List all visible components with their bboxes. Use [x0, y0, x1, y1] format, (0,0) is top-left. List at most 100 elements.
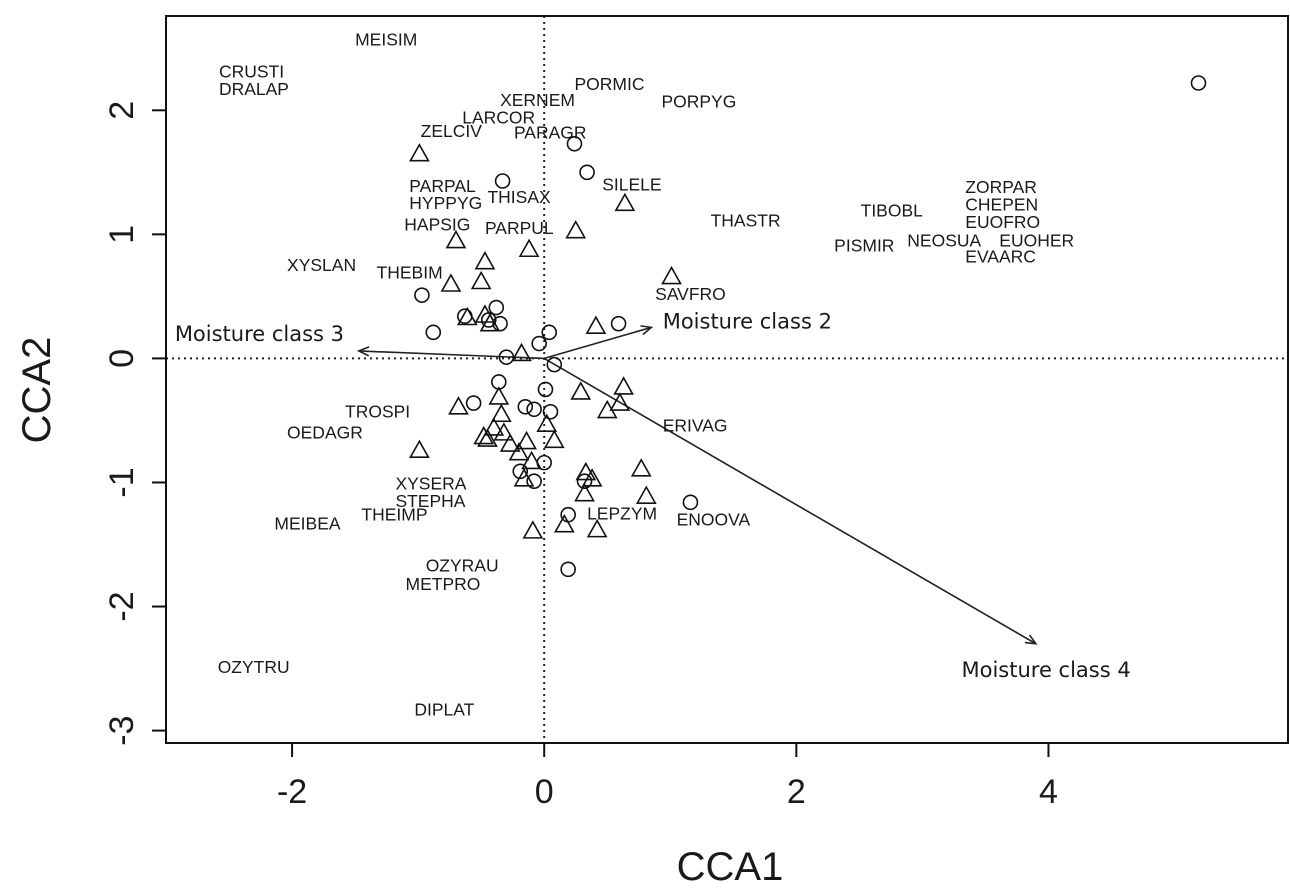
- site-point-circle: [492, 315, 508, 332]
- site-point-triangle: [516, 430, 537, 450]
- site-point-triangle: [609, 392, 631, 411]
- species-label: PARPAL: [409, 176, 476, 196]
- species-label: ENOOVA: [677, 510, 751, 530]
- site-point-circle: [682, 494, 699, 511]
- site-point-circle: [526, 401, 542, 418]
- y-tick-label: -1: [103, 467, 141, 497]
- site-point-triangle: [585, 315, 607, 334]
- vector-arrowhead: [640, 325, 654, 336]
- species-label: MEIBEA: [274, 513, 340, 533]
- species-label: EUOFRO: [965, 212, 1040, 232]
- species-label: XYSLAN: [287, 255, 356, 275]
- site-point-triangle: [574, 483, 595, 502]
- species-label: TIBOBL: [861, 201, 924, 221]
- site-point-circle: [517, 398, 534, 415]
- species-label: DIPLAT: [414, 699, 474, 719]
- species-label: XYSERA: [395, 474, 466, 494]
- species-label: ERIVAG: [663, 415, 728, 435]
- site-point-triangle: [474, 304, 496, 323]
- y-tick-label: 2: [103, 101, 141, 120]
- species-label: EUOHER: [999, 230, 1074, 250]
- site-point-circle: [541, 324, 558, 341]
- site-point-triangle: [490, 403, 512, 423]
- site-point-triangle: [456, 306, 478, 326]
- y-tick-label: -3: [103, 715, 141, 745]
- vector-label: Moisture class 2: [663, 310, 832, 334]
- species-label: TROSPI: [345, 402, 410, 422]
- species-label: PARPUL: [485, 218, 554, 238]
- site-point-triangle: [440, 273, 462, 292]
- species-label: PISMIR: [834, 235, 894, 255]
- site-point-triangle: [493, 422, 515, 441]
- x-tick-label: 4: [1039, 773, 1058, 811]
- site-point-triangle: [488, 386, 510, 405]
- site-point-triangle: [554, 514, 575, 533]
- species-label: THEIMP: [361, 505, 427, 525]
- site-point-circle: [1190, 75, 1207, 91]
- species-label: PARAGR: [514, 122, 587, 142]
- site-point-triangle: [477, 428, 498, 447]
- site-point-circle: [425, 324, 442, 341]
- site-point-triangle: [513, 468, 535, 487]
- x-tick-label: -2: [277, 773, 307, 811]
- species-label: PORPYG: [661, 91, 736, 111]
- species-label: EVAARC: [965, 247, 1036, 267]
- species-label: LARCOR: [462, 108, 535, 128]
- y-tick-label: 1: [103, 225, 141, 244]
- site-point-triangle: [543, 429, 565, 449]
- site-point-circle: [414, 287, 430, 303]
- site-point-triangle: [614, 192, 636, 212]
- site-point-circle: [512, 463, 529, 480]
- site-point-triangle: [586, 518, 608, 538]
- vector-arrow: [543, 326, 652, 360]
- site-point-circle: [488, 299, 505, 316]
- x-axis-title: CCA1: [677, 845, 784, 889]
- site-point-triangle: [483, 417, 505, 436]
- site-point-circle: [526, 473, 542, 490]
- vector-arrowhead: [1024, 634, 1038, 645]
- site-point-circle: [498, 349, 515, 365]
- species-label: OEDAGR: [287, 423, 363, 443]
- species-label: HAPSIG: [404, 214, 470, 234]
- site-point-circle: [576, 473, 593, 490]
- species-label: DRALAP: [219, 79, 289, 99]
- site-point-triangle: [570, 381, 592, 400]
- species-label: ZORPAR: [965, 177, 1037, 197]
- site-point-triangle: [448, 396, 469, 415]
- species-label: XERNEM: [500, 90, 575, 110]
- species-label: THISAX: [487, 187, 551, 207]
- site-point-triangle: [474, 251, 496, 270]
- y-axis-title: CCA2: [15, 337, 59, 444]
- species-label: MEISIM: [355, 29, 417, 49]
- site-point-circle: [579, 164, 595, 181]
- vector-label: Moisture class 3: [175, 322, 344, 346]
- species-label: PORMIC: [574, 74, 644, 94]
- site-point-triangle: [445, 229, 467, 249]
- x-tick-label: 0: [535, 773, 554, 811]
- environmental-vectors: Moisture class 3 Moisture class 2 Moisture…: [175, 310, 1131, 683]
- species-label: NEOSUA: [907, 230, 981, 250]
- site-point-circle: [546, 356, 563, 373]
- species-label: LEPZYM: [587, 503, 657, 523]
- species-label: CHEPEN: [965, 194, 1038, 214]
- species-label: HYPPYG: [409, 193, 482, 213]
- site-points: [409, 75, 1207, 578]
- species-label: THEBIM: [377, 263, 443, 283]
- site-point-triangle: [479, 313, 501, 332]
- species-label: STEPHA: [395, 491, 465, 511]
- species-label: METPRO: [406, 574, 481, 594]
- species-label: SILELE: [602, 175, 661, 195]
- vector-label: Moisture class 4: [961, 658, 1130, 682]
- plot-frame: [165, 15, 1289, 744]
- y-tick-label: -2: [103, 591, 141, 621]
- reference-lines: [166, 16, 1288, 743]
- site-point-circle: [542, 403, 559, 420]
- site-point-triangle: [613, 376, 634, 395]
- site-point-triangle: [470, 270, 492, 290]
- site-point-triangle: [518, 238, 540, 258]
- site-point-triangle: [630, 458, 652, 477]
- y-tick-label: 0: [103, 349, 141, 368]
- site-point-triangle: [521, 450, 542, 470]
